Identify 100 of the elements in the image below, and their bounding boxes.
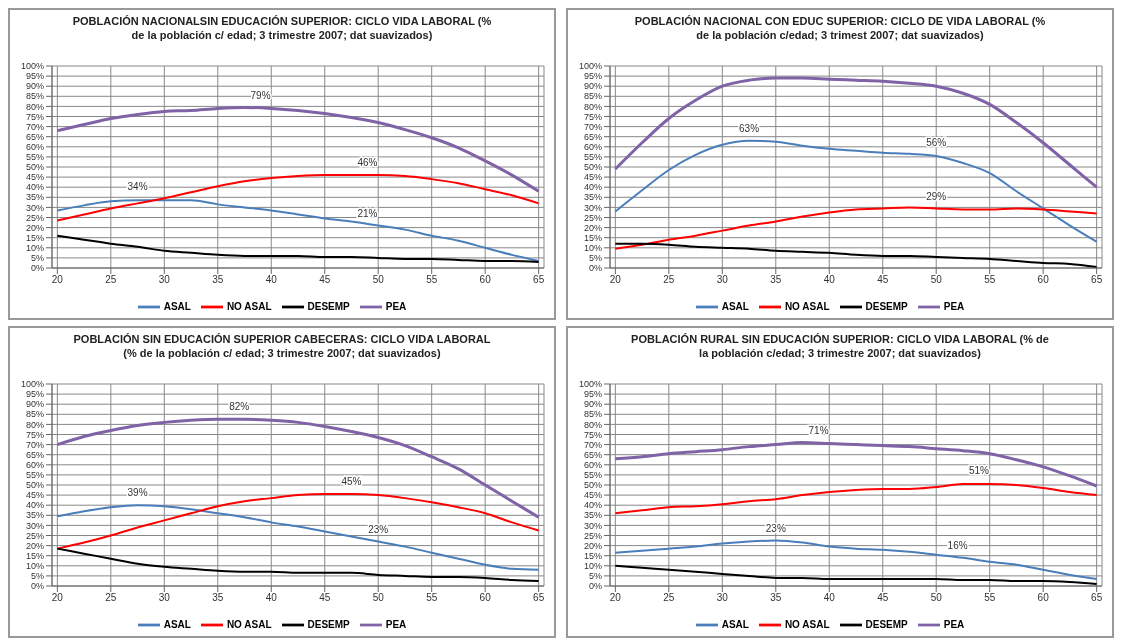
annotation: 34% bbox=[127, 181, 148, 193]
chart-title: POBLACIÓN SIN EDUCACIÓN SUPERIOR CABECERAS: CICLO VIDA LABORAL (% de la población c/ edad; 3 trimestre 2007; dat suavizados) bbox=[72, 332, 492, 361]
x-tick-label: 40 bbox=[823, 592, 836, 604]
line-series bbox=[56, 504, 540, 571]
y-tick-label: 60% bbox=[25, 141, 44, 152]
x-tick-label: 40 bbox=[265, 274, 278, 286]
y-tick-label: 90% bbox=[583, 81, 602, 92]
y-tick-label: 15% bbox=[583, 550, 602, 561]
y-tick-label: 55% bbox=[583, 152, 602, 163]
x-tick-label: 30 bbox=[716, 592, 729, 604]
annotation: 56% bbox=[926, 136, 947, 148]
annotation: 51% bbox=[968, 464, 990, 476]
y-tick-label: 45% bbox=[25, 490, 44, 501]
line-series bbox=[614, 242, 1098, 268]
y-tick-label: 0% bbox=[588, 581, 602, 592]
annotation: 29% bbox=[926, 191, 947, 203]
x-tick-label: 50 bbox=[372, 592, 385, 604]
y-tick-label: 5% bbox=[588, 253, 602, 264]
y-tick-label: 10% bbox=[583, 243, 602, 253]
x-tick-label: 45 bbox=[319, 274, 331, 286]
x-tick-label: 65 bbox=[533, 592, 545, 604]
line-series bbox=[56, 174, 540, 222]
y-tick-label: 55% bbox=[25, 152, 44, 163]
legend-label: NO ASAL bbox=[226, 300, 272, 312]
legend-label: PEA bbox=[385, 618, 407, 630]
legend-label: NO ASAL bbox=[784, 300, 830, 312]
y-tick-label: 100% bbox=[20, 379, 44, 390]
y-tick-label: 10% bbox=[25, 560, 44, 571]
x-tick-label: 35 bbox=[212, 274, 224, 286]
annotation: 21% bbox=[357, 207, 378, 219]
x-tick-label: 65 bbox=[1091, 274, 1103, 286]
y-tick-label: 5% bbox=[30, 571, 44, 582]
y-tick-label: 60% bbox=[583, 141, 602, 152]
y-tick-label: 60% bbox=[25, 459, 44, 470]
x-tick-label: 20 bbox=[609, 274, 622, 286]
x-tick-label: 35 bbox=[770, 592, 782, 604]
annotation: 39% bbox=[127, 487, 148, 499]
y-tick-label: 5% bbox=[30, 253, 44, 264]
y-tick-label: 60% bbox=[583, 459, 602, 470]
line-series bbox=[613, 76, 1099, 189]
y-tick-label: 20% bbox=[583, 222, 602, 233]
y-tick-label: 95% bbox=[583, 389, 602, 400]
annotation: 71% bbox=[808, 424, 829, 436]
x-tick-label: 25 bbox=[105, 592, 117, 604]
y-tick-label: 70% bbox=[583, 439, 602, 450]
legend-label: ASAL bbox=[721, 618, 749, 630]
y-tick-label: 50% bbox=[25, 480, 44, 491]
y-tick-label: 65% bbox=[583, 131, 602, 142]
chart-title: POBLACIÓN RURAL SIN EDUCACIÓN SUPERIOR: CICLO VIDA LABORAL (% de la población c/edad; 3 trimestre 2007; dat suavizados) bbox=[630, 332, 1050, 361]
y-tick-label: 85% bbox=[25, 409, 44, 420]
y-tick-label: 25% bbox=[583, 530, 602, 541]
annotation: 82% bbox=[229, 401, 250, 413]
legend-label: DESEMP bbox=[865, 300, 908, 312]
legend-label: NO ASAL bbox=[226, 618, 272, 630]
y-tick-label: 30% bbox=[25, 520, 44, 531]
y-tick-label: 40% bbox=[583, 500, 602, 511]
line-series bbox=[56, 234, 540, 263]
x-tick-label: 50 bbox=[930, 274, 943, 286]
x-tick-label: 50 bbox=[930, 592, 943, 604]
annotation: 16% bbox=[947, 539, 968, 551]
line-series bbox=[614, 539, 1098, 580]
legend-label: ASAL bbox=[721, 300, 749, 312]
x-tick-label: 60 bbox=[1037, 274, 1050, 286]
x-tick-label: 60 bbox=[1037, 592, 1050, 604]
x-tick-label: 35 bbox=[212, 592, 224, 604]
y-tick-label: 15% bbox=[25, 232, 44, 243]
line-series bbox=[56, 547, 540, 582]
y-tick-label: 0% bbox=[588, 263, 602, 274]
y-tick-label: 75% bbox=[583, 429, 602, 440]
y-tick-label: 35% bbox=[583, 192, 602, 203]
legend-label: PEA bbox=[943, 618, 965, 630]
y-tick-label: 70% bbox=[583, 121, 602, 132]
y-tick-label: 20% bbox=[25, 222, 44, 233]
y-tick-label: 80% bbox=[583, 101, 602, 112]
y-tick-label: 50% bbox=[25, 162, 44, 173]
y-tick-label: 100% bbox=[20, 61, 44, 72]
annotation: 46% bbox=[357, 157, 378, 169]
legend-label: ASAL bbox=[163, 618, 191, 630]
line-series bbox=[55, 105, 541, 193]
y-tick-label: 75% bbox=[25, 429, 44, 440]
y-tick-label: 90% bbox=[583, 399, 602, 410]
y-tick-label: 20% bbox=[25, 540, 44, 551]
y-tick-label: 80% bbox=[25, 419, 44, 430]
y-tick-label: 15% bbox=[583, 232, 602, 243]
y-tick-label: 45% bbox=[583, 490, 602, 501]
x-tick-label: 40 bbox=[823, 274, 836, 286]
x-tick-label: 30 bbox=[716, 274, 729, 286]
x-tick-label: 20 bbox=[609, 592, 622, 604]
x-tick-label: 55 bbox=[984, 274, 996, 286]
y-tick-label: 20% bbox=[583, 540, 602, 551]
annotation: 23% bbox=[368, 523, 389, 535]
y-tick-label: 90% bbox=[25, 399, 44, 410]
x-tick-label: 60 bbox=[479, 592, 492, 604]
y-tick-label: 0% bbox=[30, 581, 44, 592]
line-series bbox=[56, 199, 540, 262]
y-tick-label: 75% bbox=[583, 111, 602, 122]
chart-title: POBLACIÓN NACIONAL CON EDUC SUPERIOR: CICLO DE VIDA LABORAL (% de la población c/edad; 3 trimest 2007; dat suavizados) bbox=[633, 14, 1047, 43]
y-tick-label: 85% bbox=[583, 409, 602, 420]
x-tick-label: 65 bbox=[1091, 592, 1103, 604]
x-tick-label: 40 bbox=[265, 592, 278, 604]
